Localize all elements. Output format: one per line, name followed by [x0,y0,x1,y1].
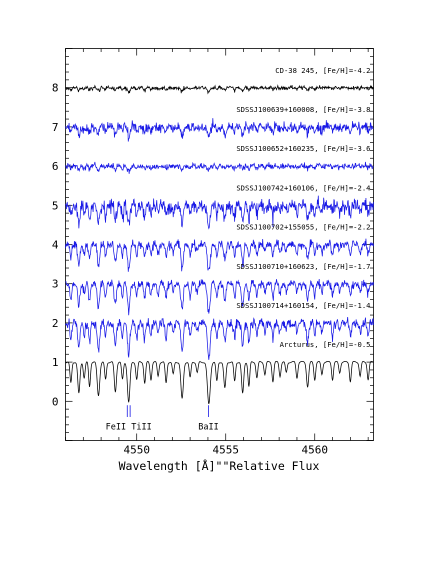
series-label: SDSSJ100714+160154, [Fe/H]=-1.4 [236,301,370,310]
y-tick-label: 5 [52,199,59,212]
line-marker-label: FeII TiII [106,423,152,433]
x-tick-label: 4550 [123,444,150,457]
y-tick-labels: 0 1 2 3 4 5 6 7 8 [52,82,59,409]
series-label: Arcturus, [Fe/H]=-0.5 [280,340,371,349]
x-tick-label: 4560 [301,444,328,457]
y-tick-label: 3 [52,278,59,291]
tick-marks [65,48,374,441]
line-marker-label: BaII [198,423,218,433]
y-tick-label: 7 [52,121,59,134]
spectrum-line [65,238,374,272]
spectrum-line [65,195,374,230]
y-tick-label: 0 [52,395,59,408]
x-axis-label: Wavelength [Å]""Relative Flux [119,458,320,473]
x-tick-labels: 4550 4555 4560 [123,444,328,457]
y-tick-label: 4 [52,239,59,252]
y-tick-label: 8 [52,82,59,95]
spectrum-line [65,161,374,174]
series-label: SDSSJ100742+160106, [Fe/H]=-2.4 [236,183,370,192]
spectrum-line [65,360,374,405]
series-labels: CD-38 245, [Fe/H]=-4.2 SDSSJ100639+160008… [236,66,370,349]
series-label: SDSSJ100702+155055, [Fe/H]=-2.2 [236,223,370,232]
y-tick-label: 6 [52,160,59,173]
spectra-lines [65,84,374,405]
spectrum-line [65,118,374,142]
series-label: SDSSJ100710+160623, [Fe/H]=-1.7 [236,262,370,271]
series-label: CD-38 245, [Fe/H]=-4.2 [275,66,370,75]
y-tick-label: 1 [52,356,59,369]
series-label: SDSSJ100639+160008, [Fe/H]=-3.8 [236,105,370,114]
spectrum-line [65,317,374,360]
spectrum-line [65,84,374,95]
spectrum-line [65,278,374,316]
y-tick-label: 2 [52,317,59,330]
x-tick-label: 4555 [212,444,239,457]
series-label: SDSSJ100652+160235, [Fe/H]=-3.6 [236,144,370,153]
line-markers: FeII TiII BaII [106,405,219,433]
